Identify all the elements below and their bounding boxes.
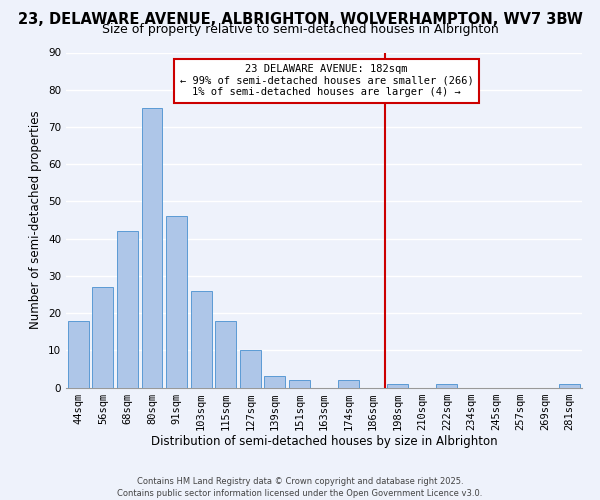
Text: 23, DELAWARE AVENUE, ALBRIGHTON, WOLVERHAMPTON, WV7 3BW: 23, DELAWARE AVENUE, ALBRIGHTON, WOLVERH… xyxy=(17,12,583,28)
Text: Contains HM Land Registry data © Crown copyright and database right 2025.
Contai: Contains HM Land Registry data © Crown c… xyxy=(118,476,482,498)
Bar xyxy=(142,108,163,388)
Bar xyxy=(265,376,286,388)
X-axis label: Distribution of semi-detached houses by size in Albrighton: Distribution of semi-detached houses by … xyxy=(151,436,497,448)
Bar xyxy=(215,320,236,388)
Bar xyxy=(92,287,113,388)
Bar xyxy=(240,350,261,388)
Bar xyxy=(387,384,408,388)
Bar xyxy=(117,231,138,388)
Y-axis label: Number of semi-detached properties: Number of semi-detached properties xyxy=(29,110,43,330)
Text: Size of property relative to semi-detached houses in Albrighton: Size of property relative to semi-detach… xyxy=(101,22,499,36)
Bar xyxy=(166,216,187,388)
Text: 23 DELAWARE AVENUE: 182sqm
← 99% of semi-detached houses are smaller (266)
1% of: 23 DELAWARE AVENUE: 182sqm ← 99% of semi… xyxy=(180,64,473,98)
Bar xyxy=(68,320,89,388)
Bar xyxy=(436,384,457,388)
Bar xyxy=(559,384,580,388)
Bar xyxy=(191,290,212,388)
Bar xyxy=(289,380,310,388)
Bar xyxy=(338,380,359,388)
